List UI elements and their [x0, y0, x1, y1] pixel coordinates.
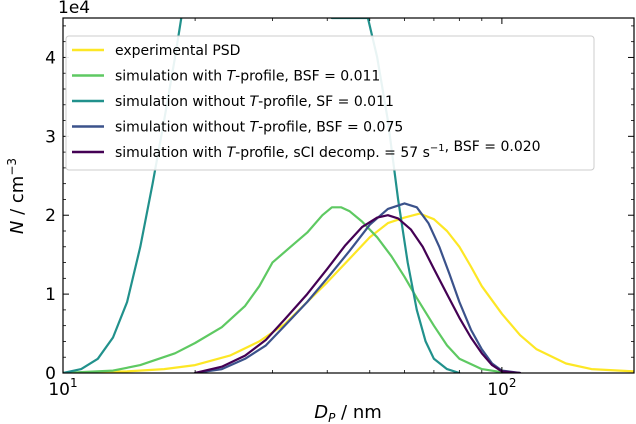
series-line-5	[194, 214, 522, 373]
legend: experimental PSD simulation with T-profil…	[65, 35, 595, 171]
y-tick-label: 0	[45, 364, 56, 384]
legend-box	[65, 35, 595, 171]
x-tick-label: 101	[48, 376, 77, 400]
series-line-4	[194, 202, 522, 373]
ticks-layer: 0 1 2 3 4 101 102	[45, 18, 635, 400]
y-tick-label: 4	[45, 48, 56, 68]
y-tick-label: 3	[45, 127, 56, 147]
plot-frame	[62, 17, 635, 374]
y-tick-label: 1	[45, 285, 56, 305]
series-line-2	[63, 206, 522, 373]
y-offset-label: 1e4	[58, 0, 90, 18]
legend-label: simulation without T-profile, BSF = 0.07…	[115, 120, 403, 136]
y-tick-label: 2	[45, 206, 56, 226]
x-axis-label: DP / nm	[314, 402, 382, 424]
y-axis-label: N / cm−3	[5, 158, 28, 234]
series-line-1	[63, 212, 634, 373]
legend-label: simulation with T-profile, BSF = 0.011	[115, 69, 380, 85]
legend-label: simulation without T-profile, SF = 0.011	[115, 94, 394, 110]
x-tick-label: 102	[487, 376, 516, 400]
legend-label: simulation with T-profile, sCI decomp. =…	[115, 139, 541, 161]
legend-label: experimental PSD	[115, 43, 240, 59]
